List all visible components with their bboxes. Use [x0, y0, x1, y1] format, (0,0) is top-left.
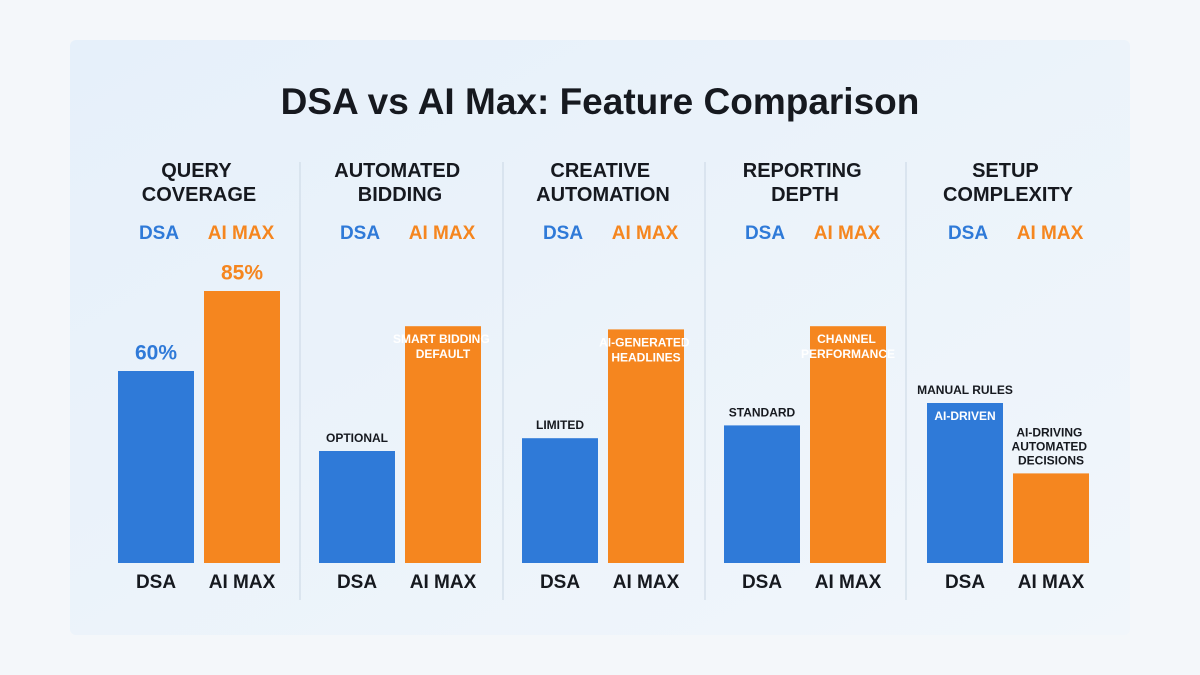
- value-label: 60%: [135, 342, 177, 365]
- bar-note: AI-GENERATED HEADLINES: [599, 336, 693, 365]
- bar: [204, 291, 280, 563]
- legend-label: DSA: [745, 223, 785, 244]
- x-tick-label: DSA: [136, 572, 176, 593]
- bar: [608, 329, 684, 563]
- bar: [522, 438, 598, 563]
- chart-title: DSA vs AI Max: Feature Comparison: [281, 81, 920, 122]
- bar-note: AI-DRIVING AUTOMATED DECISIONS: [1012, 426, 1091, 468]
- panel-title: CREATIVE AUTOMATION: [536, 160, 670, 206]
- bar: [927, 403, 1003, 563]
- bar: [118, 371, 194, 563]
- panel-title: REPORTING DEPTH: [743, 160, 867, 206]
- x-tick-label: AI MAX: [815, 572, 882, 593]
- bar: [405, 326, 481, 563]
- x-tick-label: DSA: [540, 572, 580, 593]
- x-tick-label: AI MAX: [1018, 572, 1085, 593]
- bar-note: MANUAL RULES: [917, 383, 1013, 397]
- panel-title: AUTOMATED BIDDING: [334, 160, 465, 206]
- legend-label: DSA: [948, 223, 988, 244]
- bar: [1013, 473, 1089, 563]
- bar: [810, 326, 886, 563]
- bar: [724, 425, 800, 563]
- bar: [319, 451, 395, 563]
- x-tick-label: DSA: [945, 572, 985, 593]
- legend-label: DSA: [543, 223, 583, 244]
- x-tick-label: DSA: [742, 572, 782, 593]
- x-tick-label: AI MAX: [613, 572, 680, 593]
- panel-title: SETUP COMPLEXITY: [943, 160, 1074, 206]
- bar-note: SMART BIDDING DEFAULT: [393, 332, 493, 361]
- x-tick-label: AI MAX: [209, 572, 276, 593]
- x-tick-label: DSA: [337, 572, 377, 593]
- legend-label: AI MAX: [409, 223, 476, 244]
- legend-label: AI MAX: [208, 223, 275, 244]
- value-label: 85%: [221, 262, 263, 285]
- bar-note: LIMITED: [536, 418, 584, 432]
- legend-label: AI MAX: [612, 223, 679, 244]
- bar-note: CHANNEL PERFORMANCE: [801, 332, 895, 361]
- legend-label: AI MAX: [814, 223, 881, 244]
- legend-label: DSA: [340, 223, 380, 244]
- legend-label: DSA: [139, 223, 179, 244]
- bar-note: OPTIONAL: [326, 431, 388, 445]
- bar-note: AI-DRIVEN: [934, 409, 995, 423]
- legend-label: AI MAX: [1017, 223, 1084, 244]
- x-tick-label: AI MAX: [410, 572, 477, 593]
- bar-note: STANDARD: [729, 406, 796, 420]
- panel-title: QUERY COVERAGE: [142, 160, 256, 206]
